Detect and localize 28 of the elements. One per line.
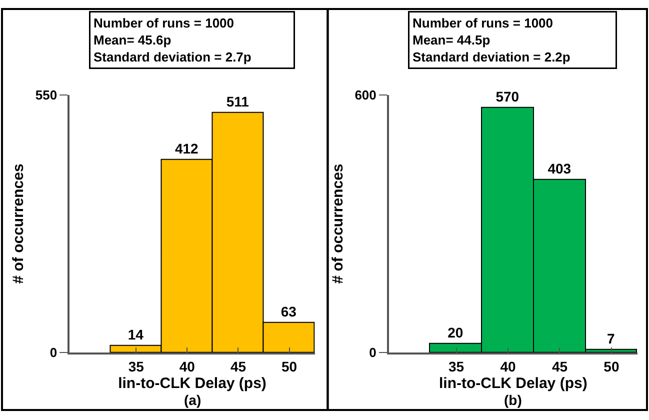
x-axis-title: lin-to-CLK Delay (ps)	[118, 374, 266, 392]
data-label: 63	[280, 303, 297, 320]
y-tick-label: 0	[50, 345, 58, 360]
data-label: 14	[128, 326, 144, 342]
x-tick-label: 40	[500, 358, 516, 374]
x-tick-label: 50	[282, 358, 298, 374]
text: Number of runs = 1000 Mean= 44.5p Standard deviation = 2.2p	[412, 16, 570, 64]
text: (b)	[504, 392, 522, 408]
x-tick-label: 50	[604, 358, 620, 374]
data-label: 403	[548, 160, 572, 176]
y-tick-label: 0	[369, 345, 376, 360]
data-label: 511	[226, 93, 250, 110]
x-tick-label: 45	[230, 358, 246, 374]
text: Number of runs = 1000 Mean= 45.6p Standard deviation = 2.7p	[94, 16, 252, 64]
data-label: 570	[496, 88, 520, 104]
data-label: 20	[448, 324, 464, 340]
x-tick-label: 40	[179, 358, 196, 374]
x-tick-label: 45	[552, 358, 568, 374]
data-label: 412	[174, 140, 199, 156]
y-tick-label: 550	[35, 87, 58, 102]
y-axis-title: # of occurrences	[329, 164, 346, 284]
text: (a)	[184, 392, 202, 408]
y-tick-label: 600	[354, 87, 376, 102]
data-label: 7	[607, 330, 615, 346]
x-tick-label: 35	[448, 358, 464, 374]
x-axis-title: lin-to-CLK Delay (ps)	[438, 374, 588, 392]
x-tick-label: 35	[128, 358, 144, 374]
y-axis-title: # of occurrences	[10, 164, 28, 284]
